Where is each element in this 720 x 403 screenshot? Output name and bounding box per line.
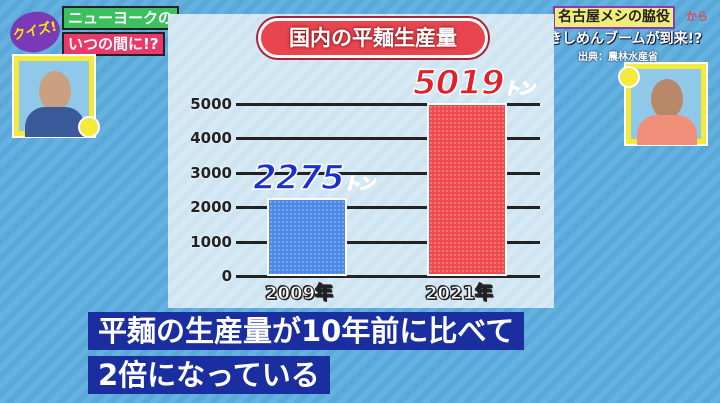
topic-tag: 名古屋メシの脇役 <box>553 6 675 29</box>
data-label: 2275トン <box>252 157 376 202</box>
data-label-value: 2275 <box>252 157 345 198</box>
data-label: 5019トン <box>412 63 536 107</box>
data-label-value: 5019 <box>412 63 505 104</box>
guest-body <box>25 107 85 137</box>
y-tick-label: 2000 <box>190 198 232 217</box>
gridline <box>236 103 540 106</box>
caption-line2: 2倍になっている <box>88 356 330 394</box>
logo-line2: いつの間に!? <box>62 32 165 56</box>
y-tick-label: 4000 <box>190 129 232 148</box>
guest-body <box>637 115 697 145</box>
show-logo: クイズ! ニューヨークの いつの間に!? <box>6 6 180 57</box>
gridline <box>236 137 540 141</box>
clock-icon <box>78 116 100 138</box>
topic-tag-suffix: から <box>686 10 708 23</box>
clock-icon <box>618 66 640 88</box>
guest-face <box>651 79 683 119</box>
source-note: 出典：農林水産省 <box>578 52 658 63</box>
chart-title: 国内の平麺生産量 <box>258 18 488 58</box>
gridline <box>236 275 540 278</box>
y-tick-label: 1000 <box>190 232 232 251</box>
guest-face <box>39 71 71 111</box>
x-tick-label: 2009年 <box>264 283 334 305</box>
logo-quiz: クイズ! <box>6 7 64 57</box>
data-label-unit: トン <box>503 79 536 100</box>
bar-2021年 <box>427 103 507 276</box>
bar-2009年 <box>267 197 347 276</box>
caption-line1: 平麺の生産量が10年前に比べて <box>88 312 525 350</box>
topic-subtitle: きしめんブームが到来!? <box>548 31 703 47</box>
gridline <box>236 206 540 210</box>
data-label-unit: トン <box>343 173 376 194</box>
y-tick-label: 3000 <box>190 163 232 182</box>
logo-line1: ニューヨークの <box>62 6 180 30</box>
gridline <box>236 240 540 244</box>
gridline <box>236 171 540 175</box>
guest-camera-left <box>14 56 94 137</box>
guest-camera-right <box>626 64 706 145</box>
y-tick-label: 5000 <box>190 95 232 113</box>
y-tick-label: 0 <box>221 267 232 285</box>
x-tick-label: 2021年 <box>424 283 494 305</box>
